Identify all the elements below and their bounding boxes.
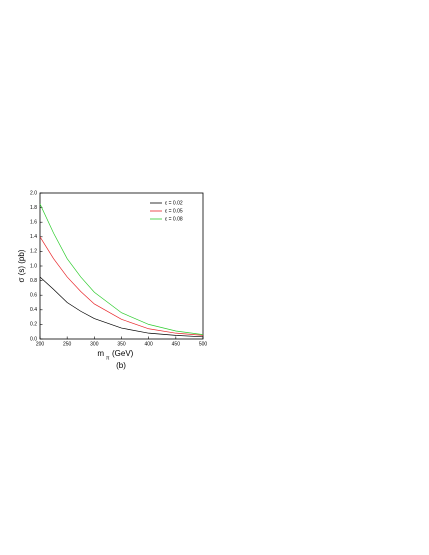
legend-label: ε = 0.02 bbox=[165, 200, 183, 206]
x-axis-unit: (GeV) bbox=[112, 349, 134, 358]
x-axis-label-sub: π bbox=[106, 355, 110, 361]
y-tick-label: 2.0 bbox=[30, 190, 37, 196]
series-line bbox=[39, 203, 204, 335]
x-axis-label: m bbox=[97, 349, 104, 358]
y-tick-label: 0.8 bbox=[30, 278, 37, 284]
y-tick-label: 1.6 bbox=[30, 220, 37, 226]
x-tick-label: 250 bbox=[63, 341, 72, 347]
y-axis-label: σ (s) (pb) bbox=[17, 249, 26, 282]
x-tick-label: 400 bbox=[144, 341, 153, 347]
x-tick-label: 500 bbox=[199, 341, 208, 347]
y-tick-label: 0.4 bbox=[30, 307, 37, 313]
x-tick-label: 200 bbox=[36, 341, 45, 347]
y-tick-label: 0.6 bbox=[30, 293, 37, 299]
y-tick-label: 1.0 bbox=[30, 263, 37, 269]
legend-label: ε = 0.05 bbox=[165, 208, 183, 214]
plot-frame bbox=[39, 192, 204, 340]
y-tick-label: 1.4 bbox=[30, 234, 37, 240]
legend-label: ε = 0.08 bbox=[165, 216, 183, 222]
x-tick-label: 300 bbox=[90, 341, 99, 347]
y-tick-label: 0.2 bbox=[30, 322, 37, 328]
x-tick-label: 450 bbox=[172, 341, 181, 347]
caption: (b) bbox=[116, 361, 126, 370]
y-tick-label: 0.0 bbox=[30, 336, 37, 342]
x-tick-label: 350 bbox=[117, 341, 126, 347]
y-tick-label: 1.8 bbox=[30, 205, 37, 211]
y-tick-label: 1.2 bbox=[30, 249, 37, 255]
series-line bbox=[39, 276, 204, 338]
series-line bbox=[39, 236, 204, 336]
